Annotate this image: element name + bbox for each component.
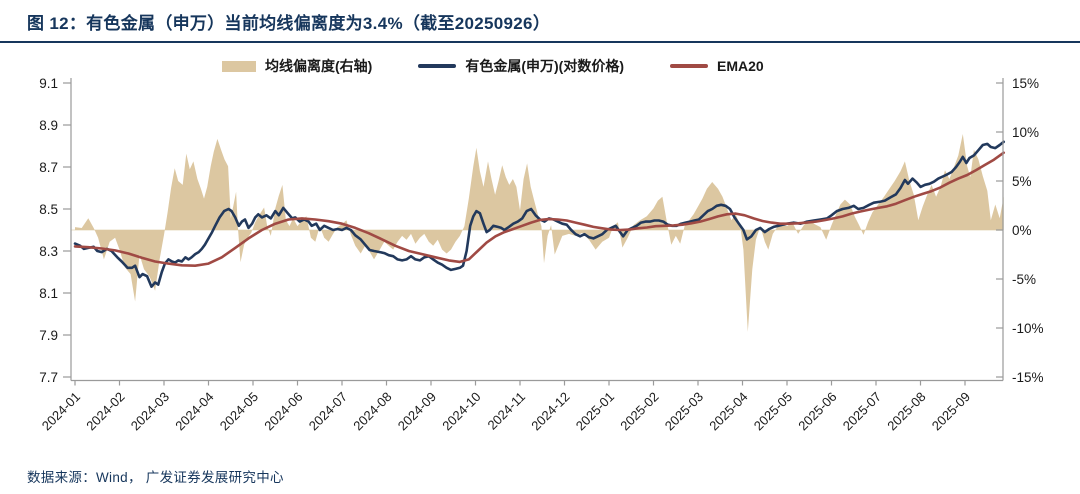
legend-label-price: 有色金属(申万)(对数价格) (465, 58, 624, 74)
x-axis-label: 2025-04 (706, 389, 750, 433)
right-axis-label: -10% (1012, 321, 1044, 336)
price-line-series (73, 140, 1005, 288)
figure-title: 图 12：有色金属（申万）当前均线偏离度为3.4%（截至20250926） (27, 14, 551, 33)
x-axis-label: 2025-06 (795, 389, 839, 433)
left-axis-label: 8.1 (39, 286, 58, 301)
deviation-area-swatch (222, 60, 256, 72)
title-divider (0, 41, 1080, 43)
right-axis-label: -15% (1012, 370, 1044, 385)
legend-label-ema20: EMA20 (716, 58, 764, 74)
right-axis-label: 15% (1012, 76, 1039, 91)
left-axis-label: 7.7 (39, 370, 58, 385)
x-axis-label: 2024-11 (484, 389, 528, 433)
legend-item-ema20: EMA20 (669, 58, 764, 74)
x-axis-label: 2025-09 (929, 389, 973, 433)
ema20-line-swatch (669, 64, 708, 68)
x-axis-label: 2025-02 (617, 389, 661, 433)
left-axis-label: 7.9 (39, 328, 58, 343)
left-axis-label: 8.5 (39, 202, 58, 217)
x-axis-label: 2024-06 (261, 389, 305, 433)
x-axis-label: 2024-08 (350, 389, 394, 433)
chart-legend: 均线偏离度(右轴) 有色金属(申万)(对数价格) EMA20 (222, 56, 764, 76)
x-axis-label: 2024-01 (39, 389, 83, 433)
x-axis-label: 2024-04 (172, 389, 216, 433)
x-axis-label: 2024-05 (217, 389, 261, 433)
x-axis-label: 2025-08 (884, 389, 928, 433)
deviation-area-series (75, 134, 1004, 332)
x-axis-label: 2025-07 (840, 389, 884, 433)
x-axis-label: 2025-01 (573, 389, 617, 433)
x-axis-label: 2024-09 (395, 389, 439, 433)
x-axis-label: 2024-12 (528, 389, 572, 433)
legend-label-deviation: 均线偏离度(右轴) (265, 58, 373, 74)
left-axis-label: 8.9 (39, 118, 58, 133)
right-axis-label: 10% (1012, 125, 1039, 140)
left-axis-label: 8.3 (39, 244, 58, 259)
data-source-note: 数据来源：Wind， 广发证券发展研究中心 (27, 470, 284, 485)
left-axis-label: 8.7 (39, 160, 58, 175)
x-axis-label: 2024-10 (439, 389, 483, 433)
right-axis-label: 0% (1012, 223, 1032, 238)
ema20-line-series (73, 151, 1005, 267)
x-axis-label: 2024-07 (306, 389, 350, 433)
right-axis-label: -5% (1012, 272, 1036, 287)
x-axis-label: 2024-03 (128, 389, 172, 433)
price-line-swatch (418, 64, 457, 68)
x-axis-label: 2025-03 (662, 389, 706, 433)
right-axis-label: 5% (1012, 174, 1032, 189)
legend-item-deviation: 均线偏离度(右轴) (222, 56, 372, 76)
legend-item-price: 有色金属(申万)(对数价格) (418, 56, 624, 76)
left-axis-label: 9.1 (39, 76, 58, 91)
x-axis-label: 2025-05 (751, 389, 795, 433)
x-axis-label: 2024-02 (83, 389, 127, 433)
